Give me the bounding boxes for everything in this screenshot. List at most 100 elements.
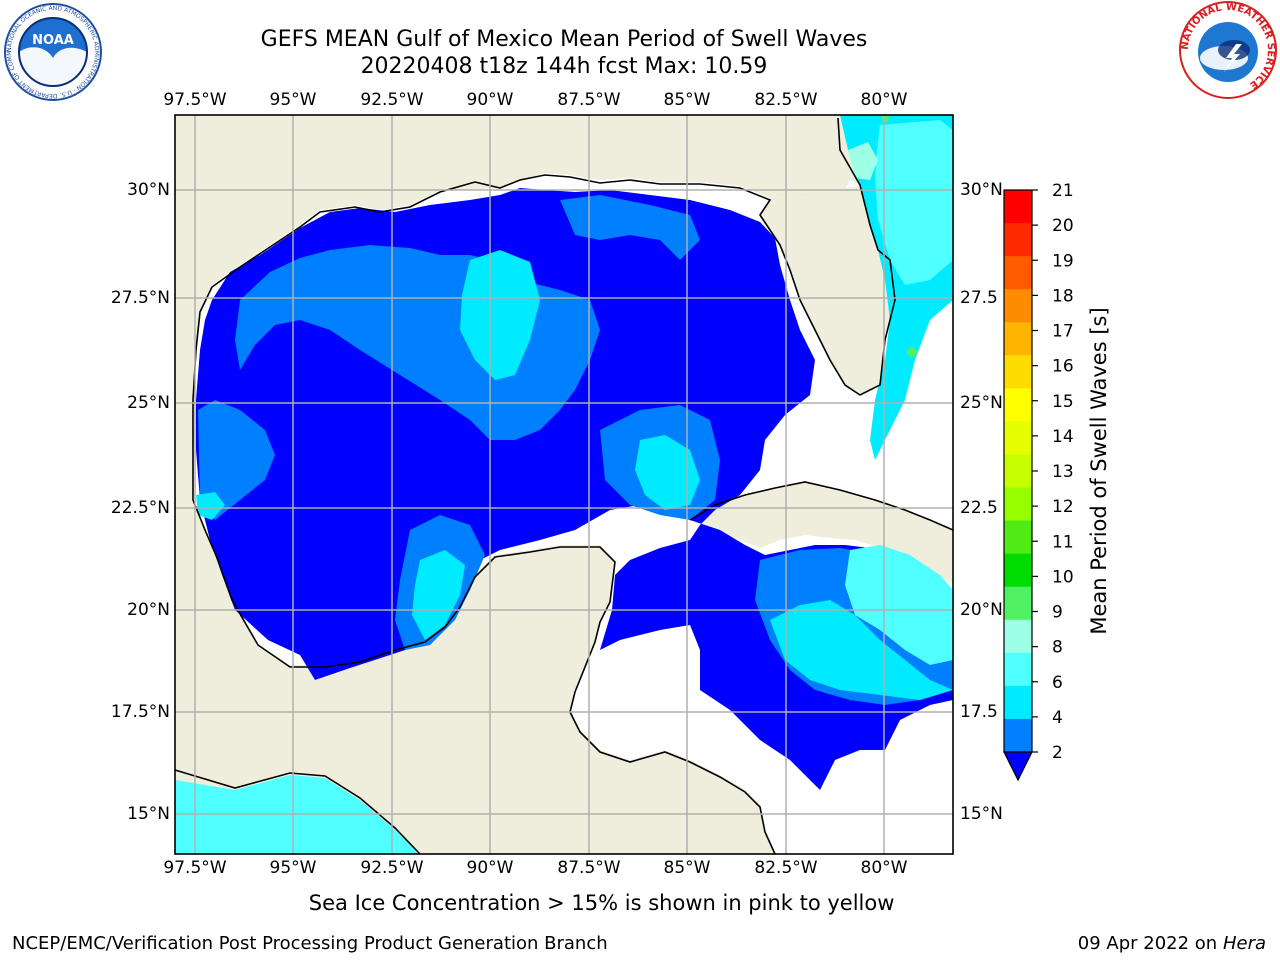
chart-title: GEFS MEAN Gulf of Mexico Mean Period of …	[260, 27, 868, 52]
lat-tick-left: 20°N	[127, 600, 170, 620]
texas-mexico-coastline	[192, 181, 776, 855]
colorbar-tick-label: 20	[1052, 216, 1074, 236]
lon-tick-top: 82.5°W	[754, 90, 818, 110]
colorbar-tick-label: 17	[1052, 322, 1074, 342]
colorbar-swatch	[1004, 685, 1032, 720]
lon-tick-bottom: 85°W	[663, 858, 711, 878]
colorbar-extend-arrow	[1003, 751, 1033, 782]
lon-tick-bottom: 92.5°W	[360, 858, 424, 878]
lat-tick-left: 22.5°N	[110, 498, 170, 518]
atlantic-contour-6-8s	[875, 120, 953, 285]
caribbean-contour-4-6s	[770, 600, 953, 700]
atlantic-contour-9-10s	[907, 347, 917, 357]
coastlines	[174, 117, 954, 855]
lon-tick-top: 95°W	[269, 90, 317, 110]
lon-tick-bottom: 97.5°W	[163, 858, 227, 878]
run-date: 09 Apr 2022 on Hera	[1078, 933, 1266, 954]
colorbar-swatch	[1004, 322, 1032, 356]
colorbar-tick-label: 6	[1052, 673, 1063, 693]
colorbar: 21 20 19 18 17 16 15 14 13 12 11 10 9 8 6 4 2	[1003, 181, 1074, 782]
colorbar-swatch	[1004, 487, 1032, 522]
credit-text: NCEP/EMC/Verification Post Processing Pr…	[12, 933, 608, 954]
lat-tick-left: 27.5°N	[110, 288, 170, 308]
gulf-contour-2-4s-northeast	[560, 195, 700, 260]
colorbar-label: Mean Period of Swell Waves [s]	[1087, 307, 1111, 634]
lat-tick-left: 15°N	[127, 804, 170, 824]
colorbar-swatch	[1004, 553, 1032, 588]
gulf-contour-2-4s-west	[198, 400, 275, 520]
nws-logo: NATIONAL WEATHER SERVICE	[1179, 1, 1277, 99]
atlantic-contour-9-10s-north	[881, 114, 889, 122]
lon-tick-top: 97.5°W	[163, 90, 227, 110]
colorbar-swatch	[1004, 652, 1032, 687]
machine-name: Hera	[1222, 933, 1266, 954]
colorbar-tick-label: 18	[1052, 286, 1074, 306]
noaa-logo: NATIONAL OCEANIC AND ATMOSPHERIC ADMINIS…	[2, 2, 102, 101]
caribbean-contour-6-8s	[845, 545, 953, 665]
chart-subtitle: 20220408 t18z 144h fcst Max: 10.59	[360, 54, 768, 79]
lat-tick-right: 27.5	[960, 288, 998, 308]
lat-tick-right: 20°N	[960, 600, 1003, 620]
sea-ice-caption: Sea Ice Concentration > 15% is shown in …	[308, 891, 895, 915]
run-date-prefix: 09 Apr 2022 on	[1077, 933, 1223, 954]
colorbar-tick-label: 12	[1052, 497, 1074, 517]
colorbar-swatch	[1004, 619, 1032, 654]
colorbar-swatch	[1004, 355, 1032, 389]
colorbar-swatch	[1004, 256, 1032, 290]
florida-peninsula	[760, 185, 895, 395]
colorbar-swatch	[1004, 520, 1032, 555]
lat-tick-left: 17.5°N	[110, 702, 170, 722]
lon-tick-bottom: 80°W	[860, 858, 908, 878]
colorbar-swatch	[1004, 289, 1032, 323]
colorbar-swatch	[1004, 388, 1032, 422]
gulf-contour-4-6s-southwest	[196, 492, 225, 520]
lon-tick-top: 80°W	[860, 90, 908, 110]
lon-tick-bottom: 87.5°W	[557, 858, 621, 878]
colorbar-swatch	[1004, 718, 1032, 753]
north-america-land	[175, 115, 953, 854]
lon-tick-bottom: 82.5°W	[754, 858, 818, 878]
lat-tick-right: 30°N	[960, 180, 1003, 200]
us-mexico-coastline	[474, 117, 896, 396]
colorbar-swatch	[1004, 190, 1032, 224]
cuba-coastline	[689, 481, 954, 531]
svg-text:NOAA: NOAA	[32, 33, 74, 48]
atlantic-contour-8-9s	[848, 142, 878, 180]
colorbar-swatch	[1004, 586, 1032, 621]
lon-tick-top: 90°W	[466, 90, 514, 110]
lon-tick-top: 85°W	[663, 90, 711, 110]
colorbar-tick-label: 14	[1052, 427, 1074, 447]
lat-tick-right: 25°N	[960, 393, 1003, 413]
lat-tick-left: 25°N	[127, 393, 170, 413]
lat-tick-right: 22.5	[960, 498, 998, 518]
pacific-coastline	[174, 769, 421, 855]
colorbar-tick-label: 19	[1052, 251, 1074, 271]
colorbar-tick-label: 16	[1052, 357, 1074, 377]
lon-tick-bottom: 95°W	[269, 858, 317, 878]
colorbar-swatch	[1004, 454, 1032, 489]
colorbar-tick-label: 4	[1052, 708, 1063, 728]
colorbar-tick-label: 2	[1052, 743, 1063, 763]
colorbar-tick-label: 13	[1052, 462, 1074, 482]
gridlines	[175, 115, 953, 854]
gulf-contour-4-6s-campeche	[412, 550, 465, 640]
gulf-contour-4-6s-yucatan	[635, 435, 700, 510]
colorbar-swatch	[1004, 223, 1032, 257]
lat-tick-left: 30°N	[127, 180, 170, 200]
gulf-contour-4-6s-center	[460, 250, 540, 380]
colorbar-tick-label: 8	[1052, 638, 1063, 658]
lat-tick-right: 15°N	[960, 804, 1003, 824]
lon-tick-top: 92.5°W	[360, 90, 424, 110]
colorbar-tick-label: 21	[1052, 181, 1074, 201]
colorbar-tick-label: 15	[1052, 392, 1074, 412]
colorbar-tick-label: 9	[1052, 603, 1063, 623]
colorbar-tick-label: 10	[1052, 567, 1074, 587]
lon-tick-top: 87.5°W	[557, 90, 621, 110]
lon-tick-bottom: 90°W	[466, 858, 514, 878]
colorbar-swatch	[1004, 421, 1032, 455]
lat-tick-right: 17.5	[960, 702, 998, 722]
map-frame	[174, 114, 954, 855]
swell-period-field	[175, 114, 953, 854]
colorbar-tick-label: 11	[1052, 532, 1074, 552]
